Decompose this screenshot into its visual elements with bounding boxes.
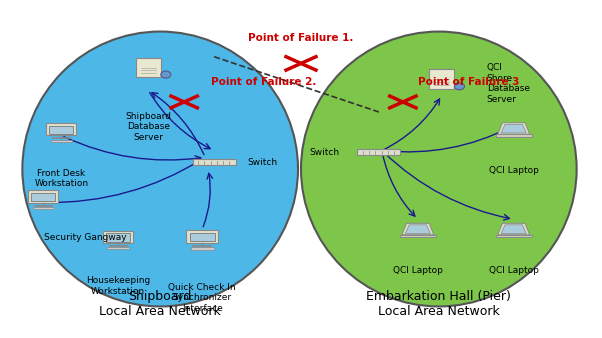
Text: Point of Failure 1.: Point of Failure 1. bbox=[248, 33, 354, 43]
FancyBboxPatch shape bbox=[46, 123, 76, 136]
Ellipse shape bbox=[22, 31, 298, 307]
FancyBboxPatch shape bbox=[103, 231, 133, 243]
Text: Front Desk
Workstation: Front Desk Workstation bbox=[34, 169, 88, 188]
Polygon shape bbox=[498, 123, 530, 134]
Text: QCI Laptop: QCI Laptop bbox=[393, 266, 443, 275]
FancyBboxPatch shape bbox=[135, 58, 161, 77]
Ellipse shape bbox=[161, 71, 171, 78]
Polygon shape bbox=[498, 223, 530, 235]
Text: QCI
Shore
Database
Server: QCI Shore Database Server bbox=[487, 64, 530, 104]
FancyBboxPatch shape bbox=[191, 247, 214, 250]
Text: Security Gangway: Security Gangway bbox=[44, 233, 126, 242]
Text: Housekeeping
Workstation: Housekeeping Workstation bbox=[86, 276, 150, 296]
FancyBboxPatch shape bbox=[49, 126, 73, 134]
FancyBboxPatch shape bbox=[495, 235, 532, 237]
Polygon shape bbox=[402, 223, 434, 235]
FancyBboxPatch shape bbox=[429, 69, 455, 89]
Text: Switch: Switch bbox=[247, 158, 277, 167]
FancyBboxPatch shape bbox=[193, 159, 236, 165]
FancyBboxPatch shape bbox=[107, 247, 129, 249]
Ellipse shape bbox=[301, 31, 577, 307]
FancyBboxPatch shape bbox=[190, 233, 215, 241]
Text: Switch: Switch bbox=[310, 148, 340, 157]
Polygon shape bbox=[405, 225, 430, 234]
FancyBboxPatch shape bbox=[28, 190, 58, 202]
Text: Point of Failure 3: Point of Failure 3 bbox=[418, 77, 519, 87]
FancyBboxPatch shape bbox=[495, 134, 532, 137]
Ellipse shape bbox=[455, 83, 465, 90]
FancyBboxPatch shape bbox=[400, 235, 436, 237]
Text: QCI Laptop: QCI Laptop bbox=[489, 266, 539, 275]
Text: Shipboard
Local Area Network: Shipboard Local Area Network bbox=[99, 290, 221, 318]
Polygon shape bbox=[501, 225, 526, 234]
FancyBboxPatch shape bbox=[186, 230, 218, 243]
Text: Quick Check In
Synchronizer
Interface: Quick Check In Synchronizer Interface bbox=[169, 283, 236, 313]
FancyBboxPatch shape bbox=[358, 149, 400, 155]
Text: Embarkation Hall (Pier)
Local Area Network: Embarkation Hall (Pier) Local Area Netwo… bbox=[367, 290, 511, 318]
Text: Shipboard
Database
Server: Shipboard Database Server bbox=[125, 112, 171, 142]
FancyBboxPatch shape bbox=[51, 140, 72, 142]
FancyBboxPatch shape bbox=[31, 193, 55, 201]
FancyBboxPatch shape bbox=[33, 207, 54, 209]
Text: QCI Laptop: QCI Laptop bbox=[489, 166, 539, 175]
Polygon shape bbox=[501, 124, 526, 133]
Text: Point of Failure 2.: Point of Failure 2. bbox=[211, 77, 317, 87]
FancyBboxPatch shape bbox=[107, 233, 130, 242]
